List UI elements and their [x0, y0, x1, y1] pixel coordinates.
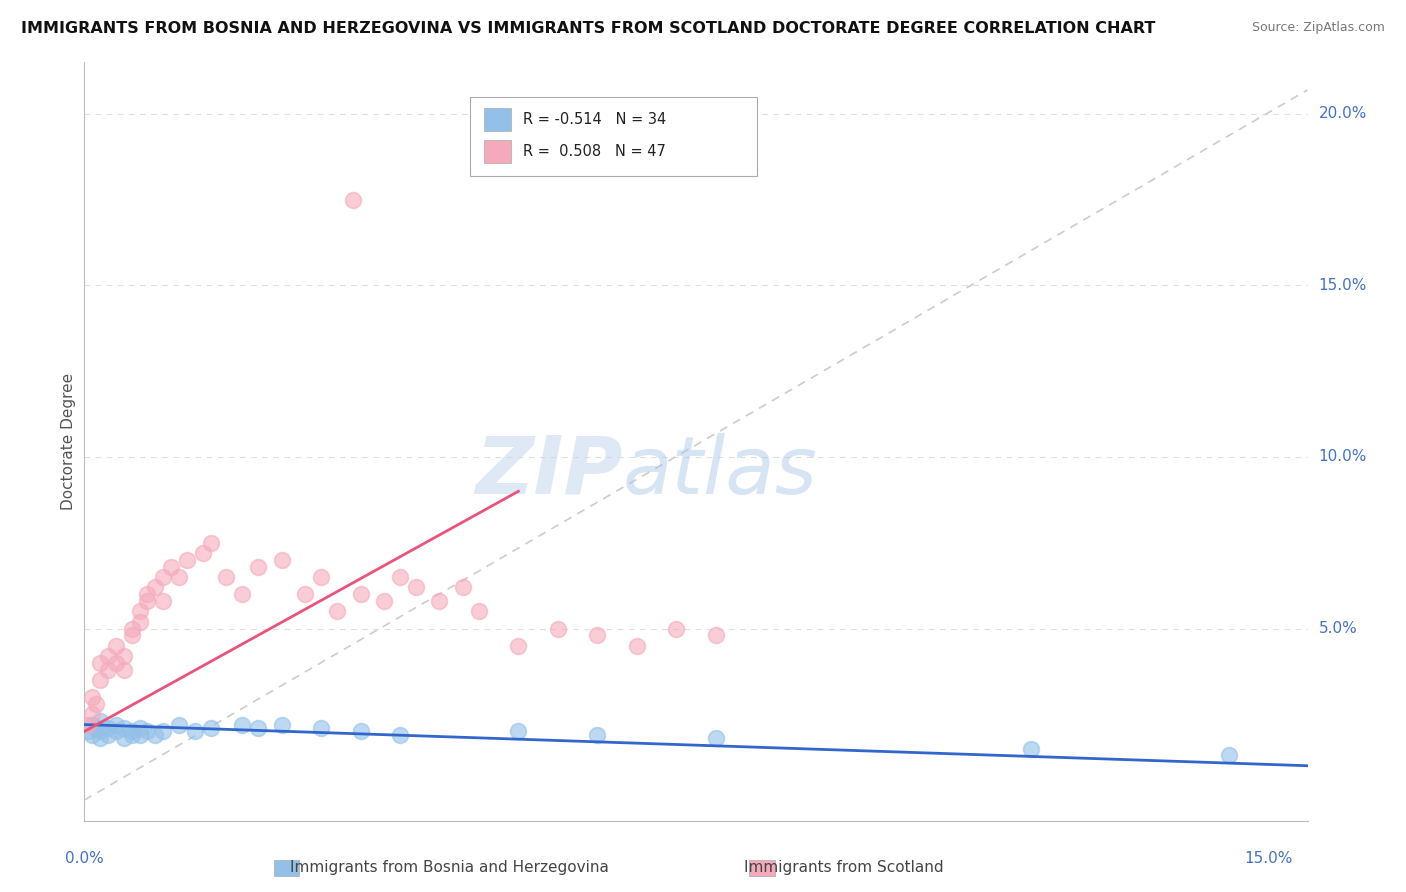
Point — [373, 594, 395, 608]
Point — [586, 628, 609, 642]
Point — [231, 717, 253, 731]
Bar — [484, 108, 512, 130]
Point — [77, 724, 100, 739]
Point — [104, 639, 127, 653]
Point — [82, 717, 104, 731]
Point — [104, 656, 127, 670]
Point — [82, 690, 104, 705]
Point — [128, 728, 150, 742]
Point — [97, 728, 120, 742]
Point — [665, 622, 688, 636]
Point — [349, 587, 371, 601]
Point — [704, 628, 727, 642]
Point — [97, 648, 120, 663]
Point — [309, 570, 332, 584]
Point — [112, 721, 135, 735]
Point — [184, 724, 207, 739]
Point — [405, 580, 427, 594]
Text: IMMIGRANTS FROM BOSNIA AND HERZEGOVINA VS IMMIGRANTS FROM SCOTLAND DOCTORATE DEG: IMMIGRANTS FROM BOSNIA AND HERZEGOVINA V… — [21, 21, 1156, 36]
Point — [704, 731, 727, 746]
Point — [112, 648, 135, 663]
Point — [136, 724, 159, 739]
Point — [1021, 741, 1043, 756]
Point — [429, 594, 451, 608]
Text: R = -0.514   N = 34: R = -0.514 N = 34 — [523, 112, 666, 127]
Point — [389, 728, 412, 742]
Point — [128, 604, 150, 618]
Point — [89, 731, 111, 746]
Point — [82, 707, 104, 722]
Point — [468, 604, 491, 618]
Point — [89, 714, 111, 728]
Point — [89, 724, 111, 739]
Point — [270, 553, 292, 567]
Point — [309, 721, 332, 735]
Point — [152, 594, 174, 608]
Point — [84, 697, 107, 711]
Point — [349, 724, 371, 739]
Point — [342, 193, 364, 207]
Text: 15.0%: 15.0% — [1244, 851, 1292, 866]
Point — [547, 622, 569, 636]
Point — [294, 587, 316, 601]
FancyBboxPatch shape — [470, 96, 758, 177]
Point — [121, 724, 143, 739]
Text: 10.0%: 10.0% — [1319, 450, 1367, 465]
Point — [191, 546, 214, 560]
Point — [104, 717, 127, 731]
Point — [121, 728, 143, 742]
Point — [84, 721, 107, 735]
Point — [508, 639, 530, 653]
Point — [112, 731, 135, 746]
Point — [176, 553, 198, 567]
Point — [89, 673, 111, 687]
Point — [145, 728, 167, 742]
Point — [326, 604, 349, 618]
Point — [152, 724, 174, 739]
Point — [152, 570, 174, 584]
Point — [200, 721, 222, 735]
Text: R =  0.508   N = 47: R = 0.508 N = 47 — [523, 144, 666, 159]
Bar — [484, 140, 512, 162]
Point — [77, 717, 100, 731]
Point — [167, 717, 190, 731]
Point — [246, 721, 269, 735]
Point — [586, 728, 609, 742]
Point — [215, 570, 238, 584]
Text: Source: ZipAtlas.com: Source: ZipAtlas.com — [1251, 21, 1385, 34]
Point — [508, 724, 530, 739]
Point — [97, 721, 120, 735]
Point — [104, 724, 127, 739]
Text: 5.0%: 5.0% — [1319, 621, 1357, 636]
Point — [246, 559, 269, 574]
Point — [145, 580, 167, 594]
Point — [121, 628, 143, 642]
Point — [121, 622, 143, 636]
Point — [89, 656, 111, 670]
Point — [112, 663, 135, 677]
Point — [626, 639, 648, 653]
Point — [136, 587, 159, 601]
Text: 20.0%: 20.0% — [1319, 106, 1367, 121]
Point — [270, 717, 292, 731]
Text: Immigrants from Bosnia and Herzegovina: Immigrants from Bosnia and Herzegovina — [291, 860, 609, 874]
Text: 15.0%: 15.0% — [1319, 278, 1367, 293]
Text: Immigrants from Scotland: Immigrants from Scotland — [744, 860, 943, 874]
Point — [160, 559, 183, 574]
Text: atlas: atlas — [623, 433, 817, 511]
Point — [167, 570, 190, 584]
Point — [451, 580, 474, 594]
Text: 0.0%: 0.0% — [65, 851, 104, 866]
Point — [389, 570, 412, 584]
Y-axis label: Doctorate Degree: Doctorate Degree — [60, 373, 76, 510]
Point — [97, 663, 120, 677]
Text: ZIP: ZIP — [475, 433, 623, 511]
Point — [136, 594, 159, 608]
Point — [128, 615, 150, 629]
Point — [200, 535, 222, 549]
Point — [82, 728, 104, 742]
Point — [231, 587, 253, 601]
Point — [1218, 748, 1240, 763]
Point — [128, 721, 150, 735]
